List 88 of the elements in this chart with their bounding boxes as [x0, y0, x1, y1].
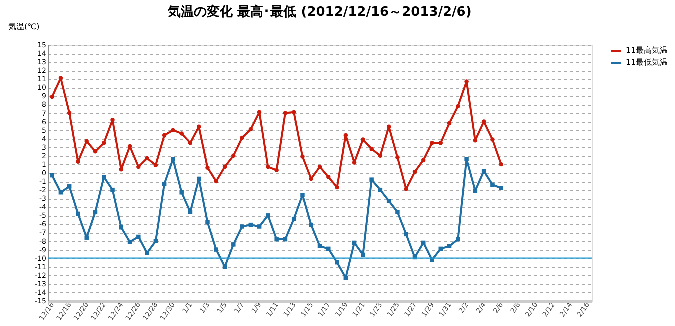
- point: [499, 162, 504, 167]
- point: [396, 156, 400, 160]
- point: [456, 237, 460, 242]
- point: [136, 234, 141, 240]
- point: [154, 163, 158, 168]
- point: [335, 260, 340, 265]
- point: [344, 133, 348, 138]
- point: [404, 187, 408, 192]
- point: [154, 239, 158, 244]
- point: [447, 121, 452, 126]
- point: [180, 132, 184, 136]
- point: [93, 150, 98, 154]
- point: [102, 141, 106, 146]
- point: [76, 212, 80, 216]
- point: [318, 164, 322, 170]
- legend-label: 11最低気温: [626, 58, 668, 67]
- point: [240, 136, 244, 140]
- point: [482, 169, 486, 174]
- point: [50, 94, 54, 100]
- point: [482, 120, 486, 124]
- point: [274, 237, 279, 242]
- point: [361, 252, 366, 258]
- point: [110, 188, 115, 192]
- point: [257, 224, 262, 229]
- point: [145, 156, 150, 161]
- point: [430, 141, 434, 146]
- y-axis-title: 気温(℃): [8, 22, 40, 32]
- point: [370, 178, 374, 182]
- point: [110, 118, 115, 122]
- point: [119, 167, 124, 172]
- point: [171, 157, 176, 162]
- point: [309, 176, 314, 182]
- point: [473, 138, 478, 143]
- point: [274, 168, 279, 173]
- chart-title: 気温の変化 最高･最低 (2012/12/16～2013/2/6): [167, 4, 472, 20]
- point: [50, 173, 54, 178]
- point: [490, 182, 495, 188]
- point: [266, 214, 270, 218]
- point: [386, 199, 392, 204]
- point: [257, 110, 262, 115]
- point: [188, 210, 193, 214]
- point: [248, 127, 254, 132]
- point: [404, 232, 408, 237]
- point: [67, 184, 72, 189]
- point: [58, 76, 64, 80]
- point: [352, 160, 357, 165]
- point: [464, 80, 469, 84]
- point: [162, 133, 167, 138]
- point: [499, 186, 504, 190]
- point: [412, 170, 418, 174]
- point: [232, 242, 236, 247]
- point: [180, 190, 184, 195]
- point: [93, 210, 98, 214]
- point: [214, 248, 219, 252]
- point: [76, 160, 80, 164]
- point: [490, 138, 495, 142]
- point: [309, 222, 314, 228]
- point: [222, 264, 228, 269]
- point: [206, 220, 210, 225]
- point: [370, 146, 374, 152]
- point: [232, 154, 236, 158]
- legend-label: 11最高気温: [626, 46, 668, 55]
- point: [171, 128, 176, 132]
- point: [300, 154, 305, 159]
- point: [396, 210, 400, 214]
- point: [266, 164, 270, 170]
- point: [438, 141, 444, 146]
- point: [422, 158, 426, 162]
- point: [283, 111, 288, 116]
- point: [292, 110, 296, 115]
- point: [240, 224, 244, 229]
- point: [326, 246, 331, 252]
- point: [102, 175, 106, 180]
- point: [300, 193, 305, 198]
- point: [335, 185, 340, 190]
- point: [326, 175, 331, 180]
- point: [378, 154, 383, 158]
- point: [361, 138, 366, 142]
- point: [136, 164, 141, 170]
- point: [464, 157, 469, 162]
- point: [84, 236, 89, 240]
- point: [67, 111, 72, 116]
- point: [222, 164, 228, 170]
- point: [145, 251, 150, 256]
- point: [214, 179, 218, 184]
- point: [456, 104, 460, 109]
- point: [206, 166, 210, 170]
- point: [188, 141, 193, 146]
